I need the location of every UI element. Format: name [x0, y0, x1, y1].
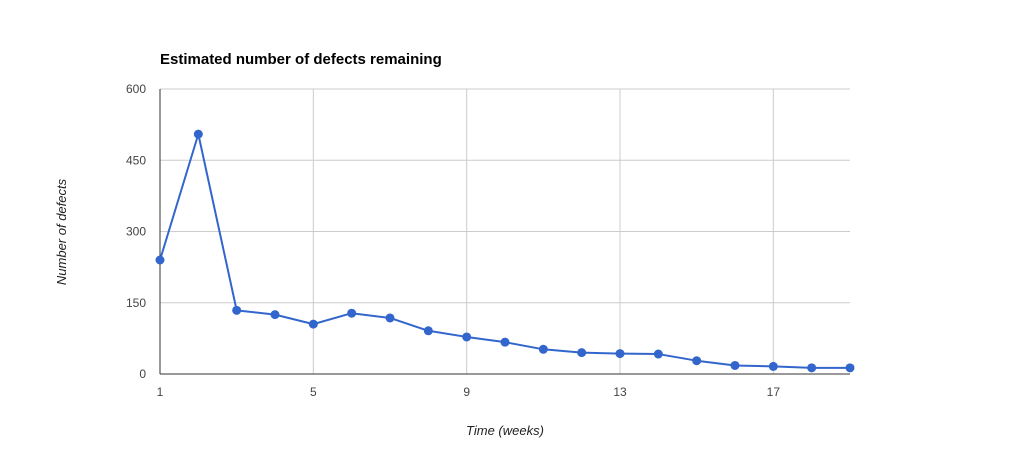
data-point — [193, 129, 203, 139]
y-tick-label: 300 — [126, 225, 146, 239]
data-point — [500, 337, 510, 347]
series-layer — [155, 129, 855, 373]
axes — [159, 89, 850, 375]
data-point — [308, 319, 318, 329]
data-point — [807, 363, 817, 373]
data-point — [232, 305, 242, 315]
data-point — [270, 310, 280, 320]
x-tick-label: 13 — [613, 385, 627, 399]
data-point — [615, 349, 625, 359]
tick-labels: 0 150 300 450 600 1 5 9 13 17 — [126, 82, 780, 399]
data-point — [768, 361, 778, 371]
data-point — [692, 356, 702, 366]
x-axis-title: Time (weeks) — [466, 423, 544, 438]
series-line — [159, 133, 850, 369]
data-point — [730, 360, 740, 370]
data-point — [385, 313, 395, 323]
data-point — [462, 332, 472, 342]
data-point — [155, 255, 165, 265]
data-point — [538, 344, 548, 354]
data-point — [653, 349, 663, 359]
data-point — [577, 348, 587, 358]
y-tick-label: 150 — [126, 296, 146, 310]
y-axis-title: Number of defects — [54, 178, 69, 285]
y-tick-label: 600 — [126, 82, 146, 96]
data-point — [845, 363, 855, 373]
y-tick-label: 0 — [139, 367, 146, 381]
chart-title: Estimated number of defects remaining — [160, 51, 442, 68]
x-tick-label: 9 — [463, 385, 470, 399]
data-point — [347, 308, 357, 318]
x-tick-label: 5 — [310, 385, 317, 399]
gridlines — [160, 88, 850, 374]
y-tick-label: 450 — [126, 153, 146, 167]
data-point — [423, 326, 433, 336]
x-tick-label: 1 — [157, 385, 164, 399]
x-tick-label: 17 — [767, 385, 781, 399]
